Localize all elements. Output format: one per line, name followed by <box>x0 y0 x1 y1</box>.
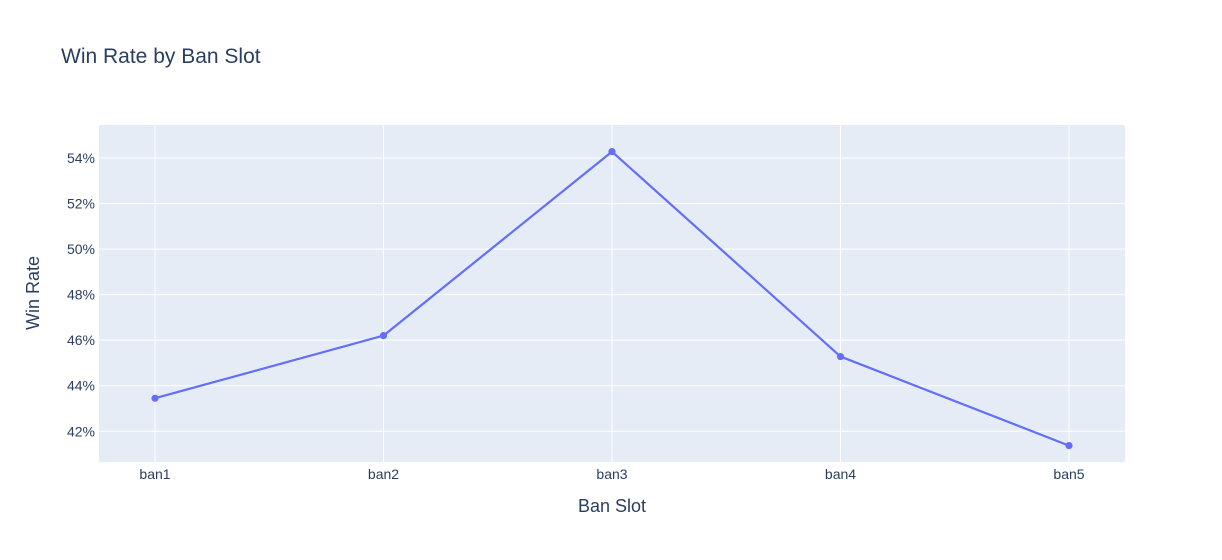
x-tick-label: ban4 <box>825 466 856 482</box>
x-tick-label: ban3 <box>596 466 627 482</box>
data-point[interactable] <box>1065 442 1073 450</box>
x-tick-label: ban1 <box>139 466 170 482</box>
y-tick-label: 44% <box>67 378 95 394</box>
y-tick-label: 42% <box>67 423 95 439</box>
chart-title: Win Rate by Ban Slot <box>61 45 261 68</box>
data-point[interactable] <box>836 352 845 361</box>
y-tick-labels: 42% 44% 46% 48% 50% 52% 54% <box>67 150 95 439</box>
y-tick-label: 54% <box>67 150 95 166</box>
x-axis-title: Ban Slot <box>578 496 646 516</box>
x-gridlines <box>154 125 1070 462</box>
x-tick-label: ban2 <box>368 466 399 482</box>
data-point[interactable] <box>608 148 616 156</box>
x-tick-label: ban5 <box>1053 466 1084 482</box>
y-axis-title: Win Rate <box>23 256 43 330</box>
x-tick-labels: ban1 ban2 ban3 ban4 ban5 <box>139 466 1084 482</box>
y-tick-label: 46% <box>67 332 95 348</box>
win-rate-series <box>151 148 1073 450</box>
y-tick-label: 48% <box>67 287 95 303</box>
data-point[interactable] <box>379 332 388 340</box>
y-tick-label: 50% <box>67 241 95 257</box>
y-tick-label: 52% <box>67 196 95 212</box>
data-point[interactable] <box>151 394 159 402</box>
